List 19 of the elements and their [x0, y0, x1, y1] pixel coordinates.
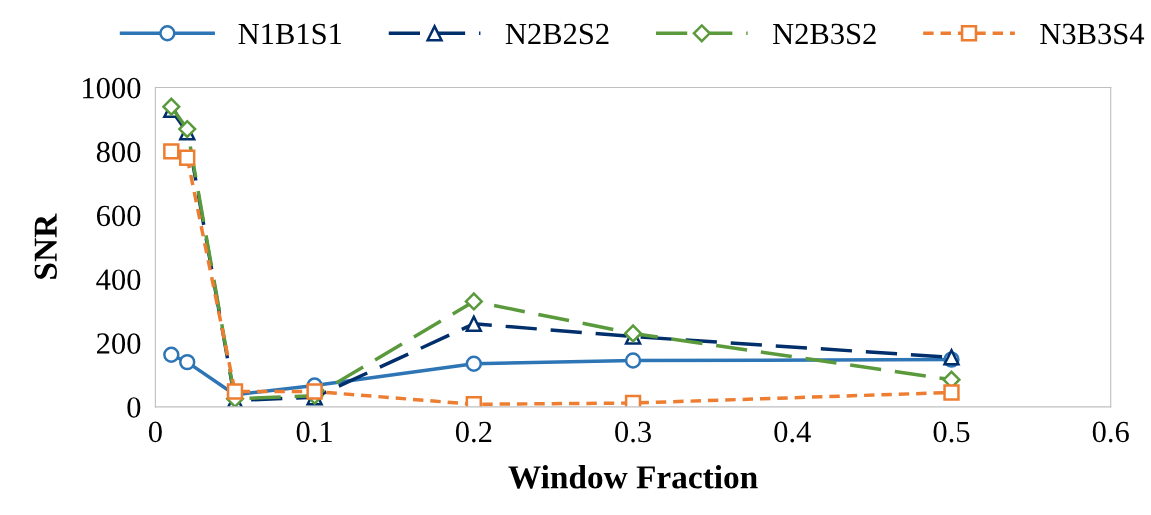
y-tick-label: 600 — [96, 205, 141, 227]
x-tick-label: 0.4 — [774, 421, 811, 443]
legend-label: N2B3S2 — [772, 23, 876, 45]
y-tick-label: 200 — [97, 333, 141, 354]
x-tick-label: 0.6 — [1092, 421, 1129, 443]
y-axis-title: SNR — [34, 213, 57, 279]
x-tick-label: 0.2 — [455, 421, 492, 443]
x-tick-label: 0.5 — [933, 421, 970, 443]
legend-label: N3B3S4 — [1040, 23, 1145, 45]
legend-label: N2B2S2 — [505, 23, 609, 45]
x-tick-label: 0.1 — [296, 421, 332, 443]
legend-label: N1B1S1 — [238, 23, 342, 45]
x-tick-label: 0.3 — [615, 421, 651, 443]
y-tick-label: 800 — [96, 141, 141, 163]
y-tick-label: 1000 — [83, 77, 141, 99]
x-axis-title: Window Fraction — [508, 465, 758, 489]
y-tick-label: 0 — [127, 397, 141, 418]
y-tick-label: 400 — [96, 269, 141, 291]
x-tick-label: 0 — [148, 421, 162, 443]
